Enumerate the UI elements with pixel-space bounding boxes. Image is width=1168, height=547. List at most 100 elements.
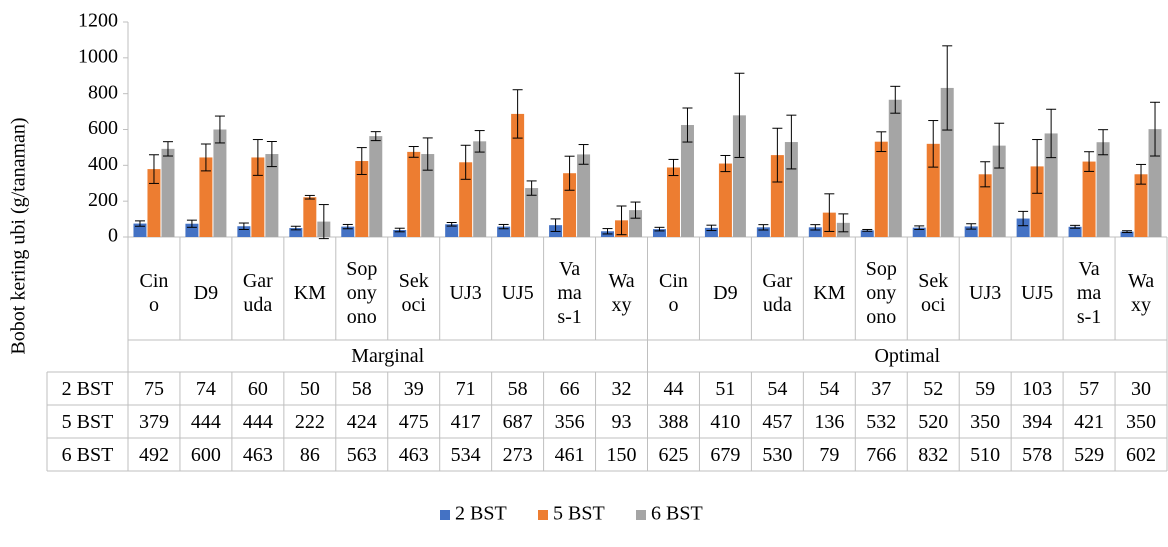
error-bar (186, 219, 197, 228)
bar (147, 169, 161, 237)
table-value: 600 (190, 443, 221, 466)
row-header: 6 BST (61, 443, 114, 466)
error-bar (1136, 163, 1147, 185)
x-tick-label: Va ma s-1 (557, 257, 582, 328)
error-bar (550, 218, 561, 232)
error-bar (682, 107, 693, 143)
table-value: 60 (247, 377, 268, 400)
error-bar (498, 223, 509, 230)
table-value: 444 (190, 410, 221, 433)
table-value: 379 (138, 410, 169, 433)
error-bar (318, 204, 329, 240)
error-bar (720, 154, 731, 173)
table-value: 54 (819, 377, 840, 400)
error-bar (512, 89, 523, 139)
table-value: 350 (970, 410, 1001, 433)
table-value: 103 (1022, 377, 1053, 400)
error-bar (252, 139, 263, 176)
error-bar (526, 180, 537, 196)
legend-swatch (636, 510, 646, 520)
bar (407, 151, 421, 237)
bar (1096, 142, 1110, 237)
bar (525, 188, 539, 237)
legend-label: 2 BST (455, 503, 507, 525)
table-value: 52 (923, 377, 944, 400)
table-value: 832 (918, 443, 949, 466)
table-value: 461 (554, 443, 585, 466)
row-header: 2 BST (61, 377, 114, 400)
table-value: 273 (502, 443, 533, 466)
error-bar (1032, 139, 1043, 194)
bar (445, 224, 459, 237)
bar (1016, 218, 1030, 237)
table-value: 578 (1022, 443, 1053, 466)
bar (563, 173, 577, 237)
x-tick-label: D9 (193, 281, 219, 304)
x-tick-label: Wa xy (608, 269, 635, 316)
error-bar (578, 144, 589, 165)
error-bar (266, 141, 277, 168)
error-bar (824, 193, 835, 232)
bar (577, 154, 591, 237)
table-value: 530 (762, 443, 793, 466)
error-bar (162, 141, 173, 157)
x-tick-label: Cin o (659, 269, 688, 316)
x-tick-label: Cin o (139, 269, 169, 316)
table-value: 534 (450, 443, 481, 466)
error-bar (786, 114, 797, 170)
error-bar (238, 222, 249, 230)
table-value: 625 (658, 443, 689, 466)
table-value: 475 (398, 410, 429, 433)
x-tick-label: Sop ony ono (346, 257, 378, 328)
table-value: 520 (918, 410, 949, 433)
table-value: 37 (871, 377, 892, 400)
x-tick-label: D9 (713, 281, 738, 304)
table-value: 71 (455, 377, 476, 400)
error-bar (200, 143, 211, 172)
error-bar (1018, 210, 1029, 227)
x-tick-label: KM (293, 281, 326, 304)
bar (1120, 231, 1134, 237)
y-tick-label: 1200 (78, 10, 118, 32)
error-bar (304, 194, 315, 200)
table-value: 66 (559, 377, 580, 400)
bar (940, 87, 954, 237)
x-tick-label: UJ3 (969, 281, 1002, 304)
x-tick-label: UJ5 (1020, 281, 1054, 304)
table-value: 463 (242, 443, 273, 466)
group-label: Optimal (874, 345, 941, 367)
bar (808, 227, 822, 237)
table-value: 86 (299, 443, 320, 466)
error-bar (1150, 101, 1161, 157)
table-value: 602 (1126, 443, 1157, 466)
error-bar (356, 147, 367, 175)
bar (355, 161, 369, 237)
table-value: 766 (866, 443, 897, 466)
error-bar (564, 155, 575, 191)
error-bar (980, 161, 991, 188)
bar (652, 229, 666, 237)
bar (199, 157, 213, 237)
x-tick-label: Va ma s-1 (1076, 257, 1102, 328)
bar (718, 163, 732, 237)
y-axis-title: Bobot kering ubi (g/tanaman) (8, 117, 30, 354)
error-bar (616, 205, 627, 236)
y-tick-label: 200 (88, 189, 118, 211)
bar (289, 228, 303, 237)
table-value: 75 (143, 377, 164, 400)
table-value: 356 (554, 410, 585, 433)
y-tick-label: 600 (88, 117, 118, 139)
bar (784, 142, 798, 237)
table-value: 150 (606, 443, 637, 466)
bar (303, 197, 317, 237)
error-bar (1122, 230, 1133, 234)
table-value: 58 (351, 377, 372, 400)
row-header: 5 BST (61, 410, 114, 433)
bar (732, 115, 746, 237)
error-bar (460, 144, 471, 180)
table-value: 51 (715, 377, 736, 400)
table-value: 394 (1022, 410, 1053, 433)
x-tick-label: KM (813, 281, 846, 304)
table-value: 532 (866, 410, 897, 433)
table-value: 93 (611, 410, 632, 433)
